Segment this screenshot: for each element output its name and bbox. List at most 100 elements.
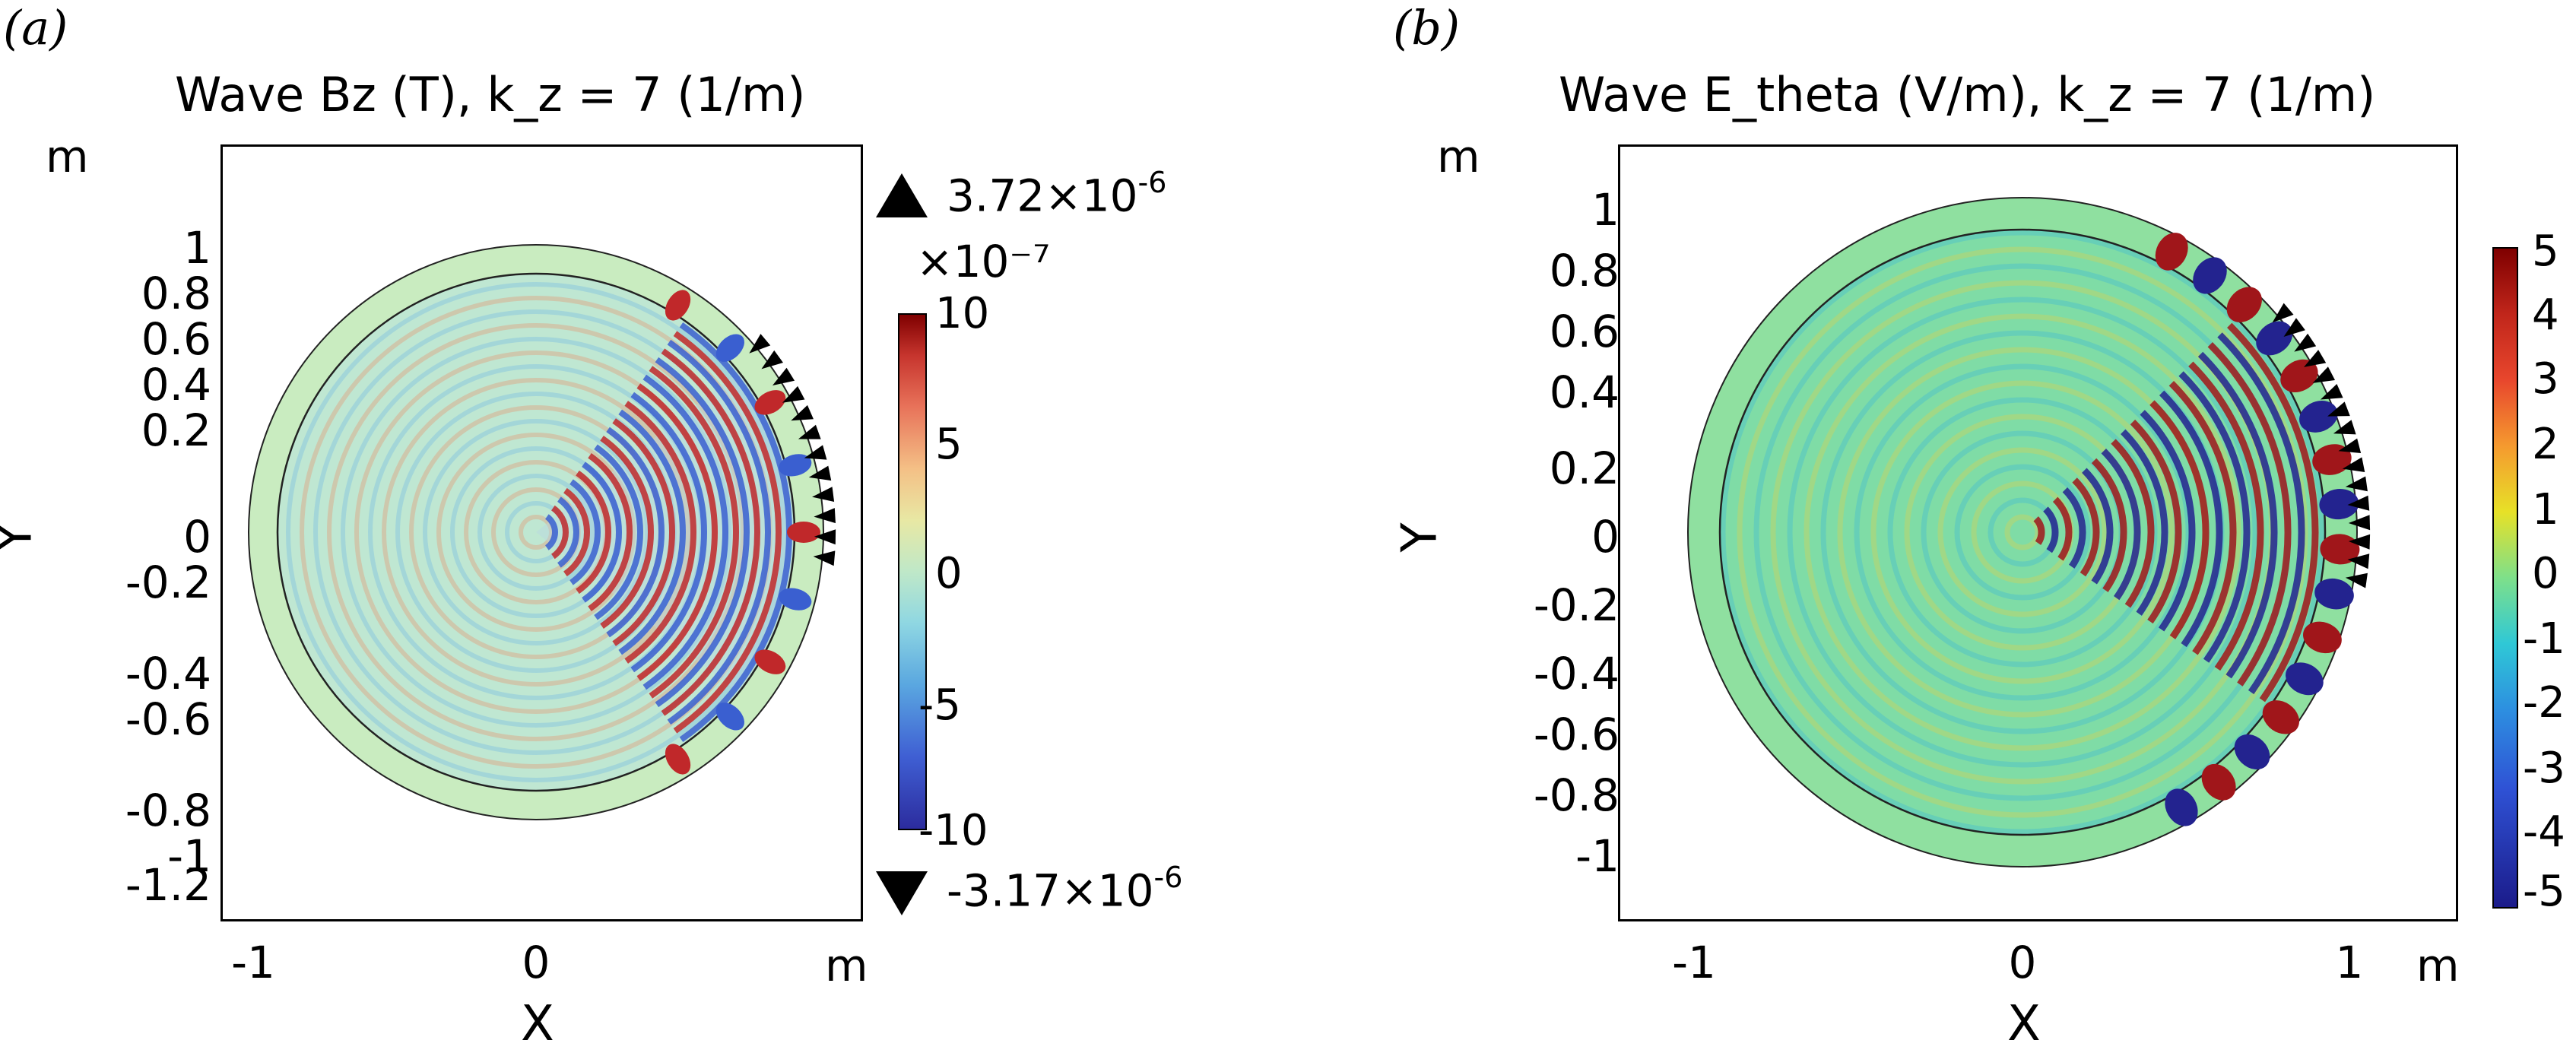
- arrow-icon: [804, 445, 827, 460]
- wave-crest: [2052, 496, 2073, 561]
- colorbar-tick: -3: [2523, 744, 2565, 793]
- wave-crest: [2207, 342, 2292, 687]
- wave-crest: [2072, 477, 2100, 577]
- wave-crest: [636, 383, 718, 681]
- colorbar-tick: 2: [2532, 420, 2559, 469]
- arrow-icon: [2348, 534, 2371, 550]
- y-tick: 0.8: [1549, 245, 1620, 297]
- arrow-icon: [2347, 553, 2370, 569]
- edge-blob: [754, 649, 786, 674]
- edge-blob: [779, 454, 812, 477]
- y-tick: 0.2: [141, 404, 211, 456]
- y-tick: -1: [1575, 830, 1620, 882]
- wave-ring: [1854, 363, 2191, 701]
- edge-blob: [779, 588, 812, 611]
- wave-ring: [1937, 447, 2108, 617]
- x-tick: -1: [231, 937, 275, 988]
- arrow-icon: [772, 367, 795, 386]
- colorbar-tick: 1: [2532, 485, 2559, 534]
- plot-title: Wave E_theta (V/m), k_z = 7 (1/m): [1559, 67, 2376, 122]
- panel-letter: (a): [3, 0, 68, 56]
- x-unit-label: m: [825, 940, 868, 991]
- y-unit-label: m: [46, 131, 89, 182]
- arrow-icon: [812, 487, 835, 503]
- edge-blob: [2226, 287, 2262, 322]
- colorbar-exponent: ×10⁻⁷: [916, 236, 1051, 287]
- wave-crest: [544, 514, 558, 550]
- y-tick: -0.2: [125, 557, 211, 608]
- y-tick: 1: [1591, 184, 1620, 236]
- edge-blob: [2262, 700, 2300, 734]
- wave-pattern: [278, 274, 795, 791]
- arrow-icon: [813, 550, 836, 566]
- edge-blob: [2256, 321, 2293, 356]
- wave-ring: [519, 515, 554, 550]
- wave-ring: [1954, 464, 2091, 601]
- wave-crest: [2178, 371, 2251, 663]
- wave-crest: [655, 357, 750, 708]
- min-marker-triangle: [876, 871, 928, 915]
- edge-blobs: [2155, 233, 2360, 826]
- panel-letter: (b): [1393, 0, 1461, 56]
- arrow-icon: [2304, 350, 2327, 367]
- y-tick: 0.4: [1549, 366, 1620, 418]
- arrow-icon: [808, 465, 832, 481]
- wave-crest: [2188, 361, 2264, 671]
- wave-crest: [563, 487, 590, 577]
- wave-crest: [642, 374, 728, 690]
- x-tick: 1: [2335, 937, 2364, 988]
- colorbar-tick: 4: [2532, 290, 2559, 340]
- arrow-icon: [2348, 515, 2371, 531]
- y-tick: 0.8: [141, 268, 211, 319]
- arrow-icon: [2283, 318, 2305, 338]
- edge-blob: [2286, 662, 2324, 696]
- x-axis-label: X: [2007, 996, 2041, 1052]
- edge-blob: [715, 703, 744, 731]
- y-tick: -1: [167, 830, 211, 882]
- y-unit-label: m: [1437, 131, 1480, 182]
- y-tick: -0.8: [1533, 769, 1620, 821]
- wave-crest: [600, 436, 654, 629]
- wave-ring: [1737, 246, 2308, 818]
- wave-crest: [550, 505, 569, 560]
- wave-crest: [582, 461, 622, 603]
- inner-boundary: [1718, 228, 2327, 836]
- wave-crest: [2062, 487, 2086, 569]
- wave-ring: [477, 474, 595, 591]
- arrow-icon: [814, 529, 836, 545]
- y-tick: 0.6: [141, 313, 211, 365]
- wave-crest: [2217, 332, 2305, 695]
- y-tick: 0: [1591, 511, 1620, 563]
- wave-crest: [2140, 410, 2196, 632]
- arrow-icon: [791, 404, 814, 421]
- y-tick: 0.6: [1549, 306, 1620, 357]
- colorbar: [2492, 247, 2518, 909]
- plot-title: Wave Bz (T), k_z = 7 (1/m): [175, 67, 806, 122]
- y-tick: 0.2: [1549, 442, 1620, 494]
- wave-crest: [588, 452, 633, 612]
- wave-ring: [1787, 297, 2258, 768]
- wave-crest: [2043, 506, 2059, 553]
- edge-blob: [754, 390, 786, 415]
- max-value-label: 3.72×10-6: [947, 166, 1167, 222]
- edge-blob: [2234, 734, 2270, 770]
- colorbar-tick: 5: [935, 420, 963, 469]
- wave-crest: [2121, 429, 2168, 616]
- edge-blob: [665, 744, 691, 775]
- wave-ring: [286, 282, 786, 782]
- edge-blob: [2155, 233, 2188, 271]
- arrow-icon: [2294, 333, 2317, 352]
- wave-crest: [2091, 458, 2127, 592]
- wave-crest: [673, 331, 782, 734]
- edge-blob: [2165, 788, 2198, 826]
- wave-crest: [2130, 419, 2182, 624]
- colorbar-tick: -4: [2523, 807, 2565, 857]
- edge-blob: [787, 522, 820, 543]
- wave-crest: [649, 366, 739, 699]
- wave-ring: [436, 433, 636, 632]
- y-tick: 0.4: [141, 359, 211, 411]
- wave-crest: [2197, 351, 2278, 679]
- arrow-icon: [814, 508, 836, 524]
- y-tick: 0: [183, 511, 211, 563]
